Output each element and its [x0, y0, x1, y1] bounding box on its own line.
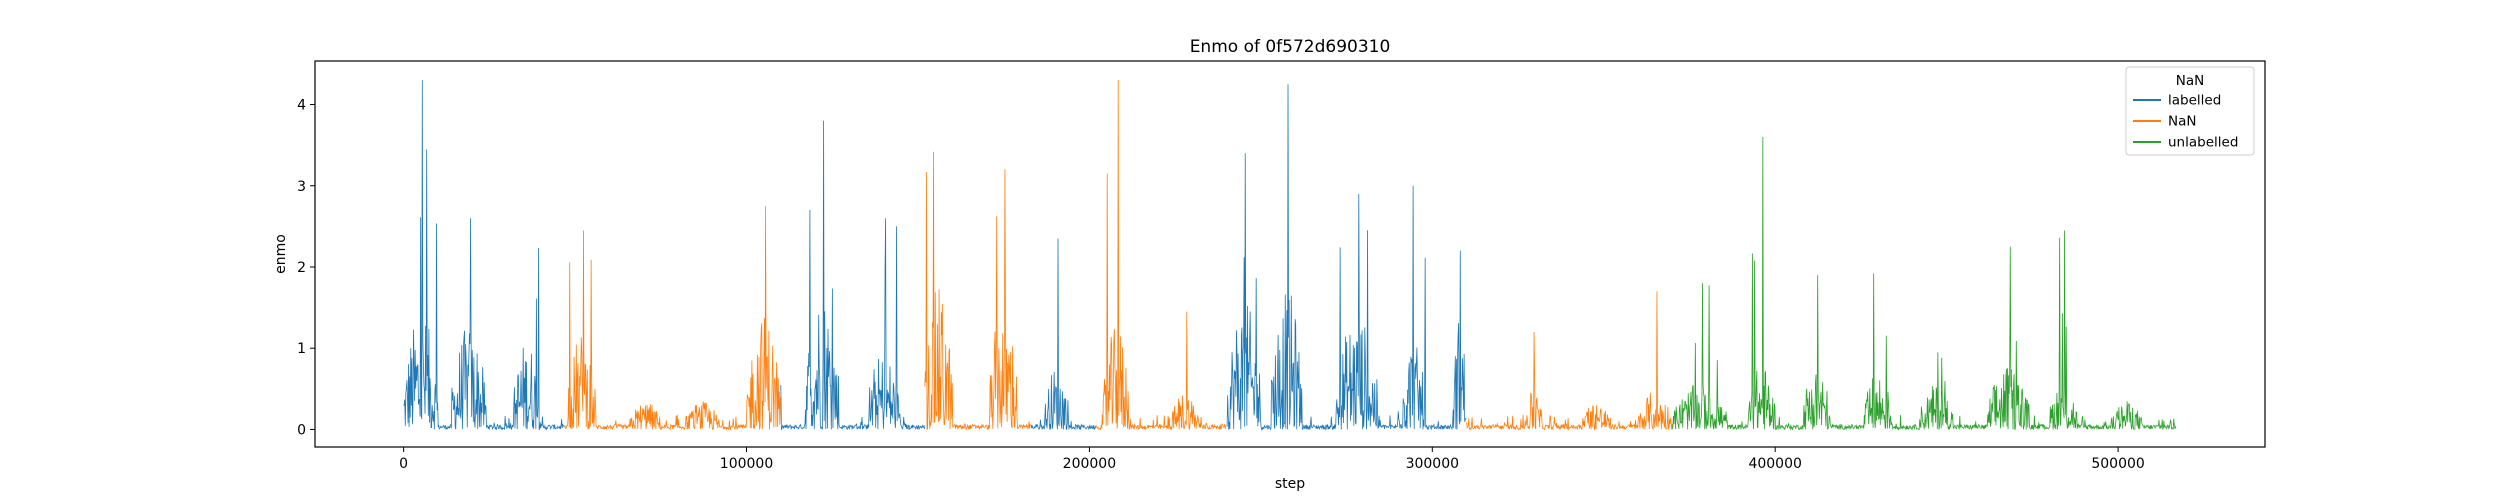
x-tick-label: 300000 [1406, 456, 1459, 472]
plot-area [403, 80, 2177, 431]
x-tick-label: 400000 [1748, 456, 1801, 472]
x-tick-label: 500000 [2091, 456, 2144, 472]
x-tick-label: 0 [399, 456, 408, 472]
y-axis-label: enmo [273, 234, 289, 274]
legend-label-labelled: labelled [2168, 93, 2221, 109]
y-tick-label: 1 [297, 341, 306, 357]
legend-label-nan: NaN [2168, 114, 2196, 130]
y-tick-label: 3 [297, 179, 306, 195]
series-line-nan [564, 80, 1673, 431]
y-tick-label: 2 [297, 260, 306, 276]
y-tick-label: 0 [297, 422, 306, 438]
x-tick-label: 200000 [1063, 456, 1116, 472]
chart-title: Enmo of 0f572d690310 [1190, 37, 1391, 57]
y-axis: 0 1 2 3 4 [297, 98, 315, 438]
x-axis: 0 100000 200000 300000 400000 500000 [399, 447, 2145, 472]
plot-frame [314, 60, 2266, 448]
y-tick-label: 4 [297, 98, 306, 114]
series-line-labelled [403, 80, 1467, 431]
legend-box [2125, 66, 2255, 156]
legend-label-unlabelled: unlabelled [2168, 135, 2238, 151]
series-line-unlabelled [1671, 137, 2177, 431]
x-axis-label: step [1275, 476, 1305, 492]
legend-title: NaN [2176, 73, 2204, 89]
legend: NaN labelled NaN unlabelled [2125, 66, 2255, 156]
x-tick-label: 100000 [720, 456, 773, 472]
